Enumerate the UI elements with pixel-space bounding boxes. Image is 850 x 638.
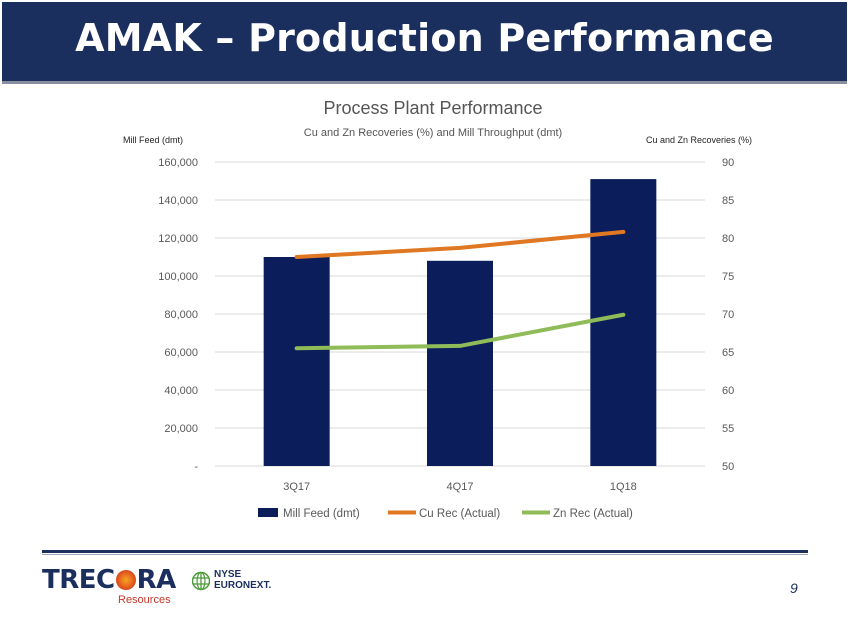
slide-title: AMAK – Production Performance xyxy=(75,16,774,60)
footer-divider-thin xyxy=(42,554,808,555)
bar-mill-feed xyxy=(263,257,330,466)
legend-label: Mill Feed (dmt) xyxy=(283,508,360,520)
line-cu-recovery xyxy=(294,229,626,259)
line-zn-recovery xyxy=(294,312,626,351)
y-right-tick-label: 60 xyxy=(722,385,734,397)
legend-label: Cu Rec (Actual) xyxy=(419,508,500,520)
chart-title: Process Plant Performance xyxy=(323,98,542,118)
globe-icon xyxy=(192,571,210,591)
trecora-logo: TREC RA Resources xyxy=(42,567,176,607)
y-left-tick-label: 40,000 xyxy=(164,385,198,397)
trecora-wordmark-start: TREC xyxy=(42,565,115,595)
nyse-line1: NYSE xyxy=(214,569,242,580)
x-tick-label: 1Q18 xyxy=(610,481,637,493)
trecora-o-icon xyxy=(115,570,136,590)
y-right-tick-label: 80 xyxy=(722,233,734,245)
y-left-tick-label: 20,000 xyxy=(164,423,198,435)
bar-mill-feed xyxy=(590,179,657,466)
trecora-wordmark-end: RA xyxy=(136,565,177,595)
trecora-subtitle: Resources xyxy=(118,594,171,606)
nyse-euronext-logo: NYSE EURONEXT. xyxy=(192,567,282,597)
title-bar: AMAK – Production Performance xyxy=(2,2,847,84)
y-left-tick-label: 120,000 xyxy=(158,233,198,245)
y-right-tick-label: 90 xyxy=(722,157,734,169)
bar-mill-feed xyxy=(427,260,493,466)
y-left-tick-label: - xyxy=(194,461,198,473)
y-left-tick-label: 160,000 xyxy=(158,157,198,169)
y-right-tick-label: 85 xyxy=(722,195,734,207)
y-left-axis-label: Mill Feed (dmt) xyxy=(123,135,183,145)
trecora-wordmark: TREC RA xyxy=(42,565,176,595)
y-left-tick-label: 100,000 xyxy=(158,271,198,283)
nyse-text: NYSE EURONEXT. xyxy=(214,569,271,591)
footer-divider xyxy=(42,550,808,553)
y-right-tick-label: 75 xyxy=(722,271,734,283)
x-tick-label: 4Q17 xyxy=(447,481,474,493)
chart-subtitle: Cu and Zn Recoveries (%) and Mill Throug… xyxy=(304,127,562,139)
nyse-line2: EURONEXT. xyxy=(214,580,272,591)
legend-label: Zn Rec (Actual) xyxy=(553,508,633,520)
x-tick-label: 3Q17 xyxy=(283,481,310,493)
legend-swatch-mill-feed xyxy=(258,508,278,517)
y-right-tick-label: 50 xyxy=(722,461,734,473)
process-plant-chart: Process Plant Performance Cu and Zn Recov… xyxy=(123,98,752,520)
y-left-tick-label: 140,000 xyxy=(158,195,198,207)
page-number: 9 xyxy=(790,580,798,596)
y-right-axis-label: Cu and Zn Recoveries (%) xyxy=(646,135,752,145)
y-right-tick-label: 65 xyxy=(722,347,734,359)
y-left-tick-label: 80,000 xyxy=(164,309,198,321)
y-right-tick-label: 70 xyxy=(722,309,734,321)
y-left-tick-label: 60,000 xyxy=(164,347,198,359)
y-right-tick-label: 55 xyxy=(722,423,734,435)
